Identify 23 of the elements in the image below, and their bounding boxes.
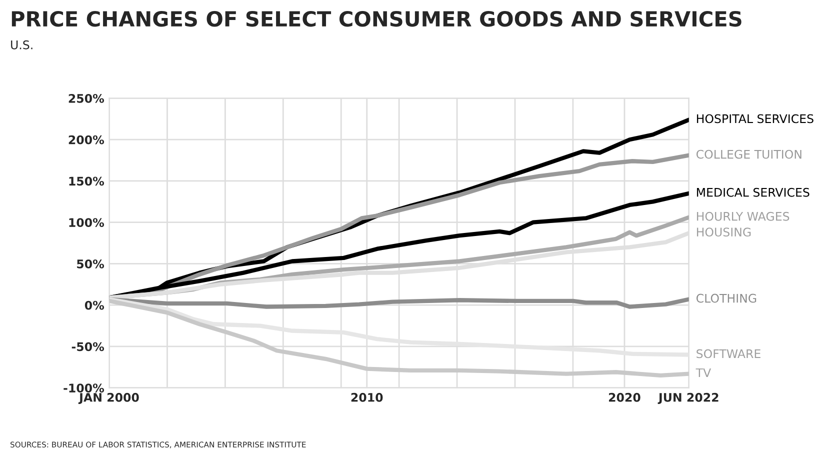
x-tick-label: JUN 2022 bbox=[658, 392, 718, 404]
y-tick-label: 250% bbox=[68, 94, 104, 103]
series-label: HOURLY WAGES bbox=[696, 212, 790, 221]
series-label: MEDICAL SERVICES bbox=[696, 188, 810, 197]
y-tick-label: 50% bbox=[77, 259, 104, 268]
x-tick-label: 2020 bbox=[608, 392, 640, 402]
y-tick-label: -100% bbox=[64, 384, 104, 393]
line-series bbox=[109, 298, 689, 378]
x-tick-label: JAN 2000 bbox=[78, 392, 139, 404]
chart-title: PRICE CHANGES OF SELECT CONSUMER GOODS AND SERVICES bbox=[12, 10, 742, 27]
series-label: COLLEGE TUITION bbox=[696, 150, 802, 159]
series-label: TV bbox=[696, 368, 712, 378]
series-label: SOFTWARE bbox=[696, 349, 760, 358]
y-tick-label: 150% bbox=[69, 176, 104, 186]
y-tick-label: 100% bbox=[69, 218, 104, 228]
y-tick-label: 0% bbox=[84, 300, 104, 310]
series-label: HOUSING bbox=[696, 228, 751, 237]
y-tick-label: 200% bbox=[68, 135, 104, 144]
series-label: CLOTHING bbox=[696, 294, 756, 303]
y-tick-label: -50% bbox=[72, 342, 104, 352]
chart-subtitle: U.S. bbox=[11, 40, 32, 50]
series-label: HOSPITAL SERVICES bbox=[696, 114, 814, 124]
x-tick-label: 2010 bbox=[351, 392, 383, 402]
